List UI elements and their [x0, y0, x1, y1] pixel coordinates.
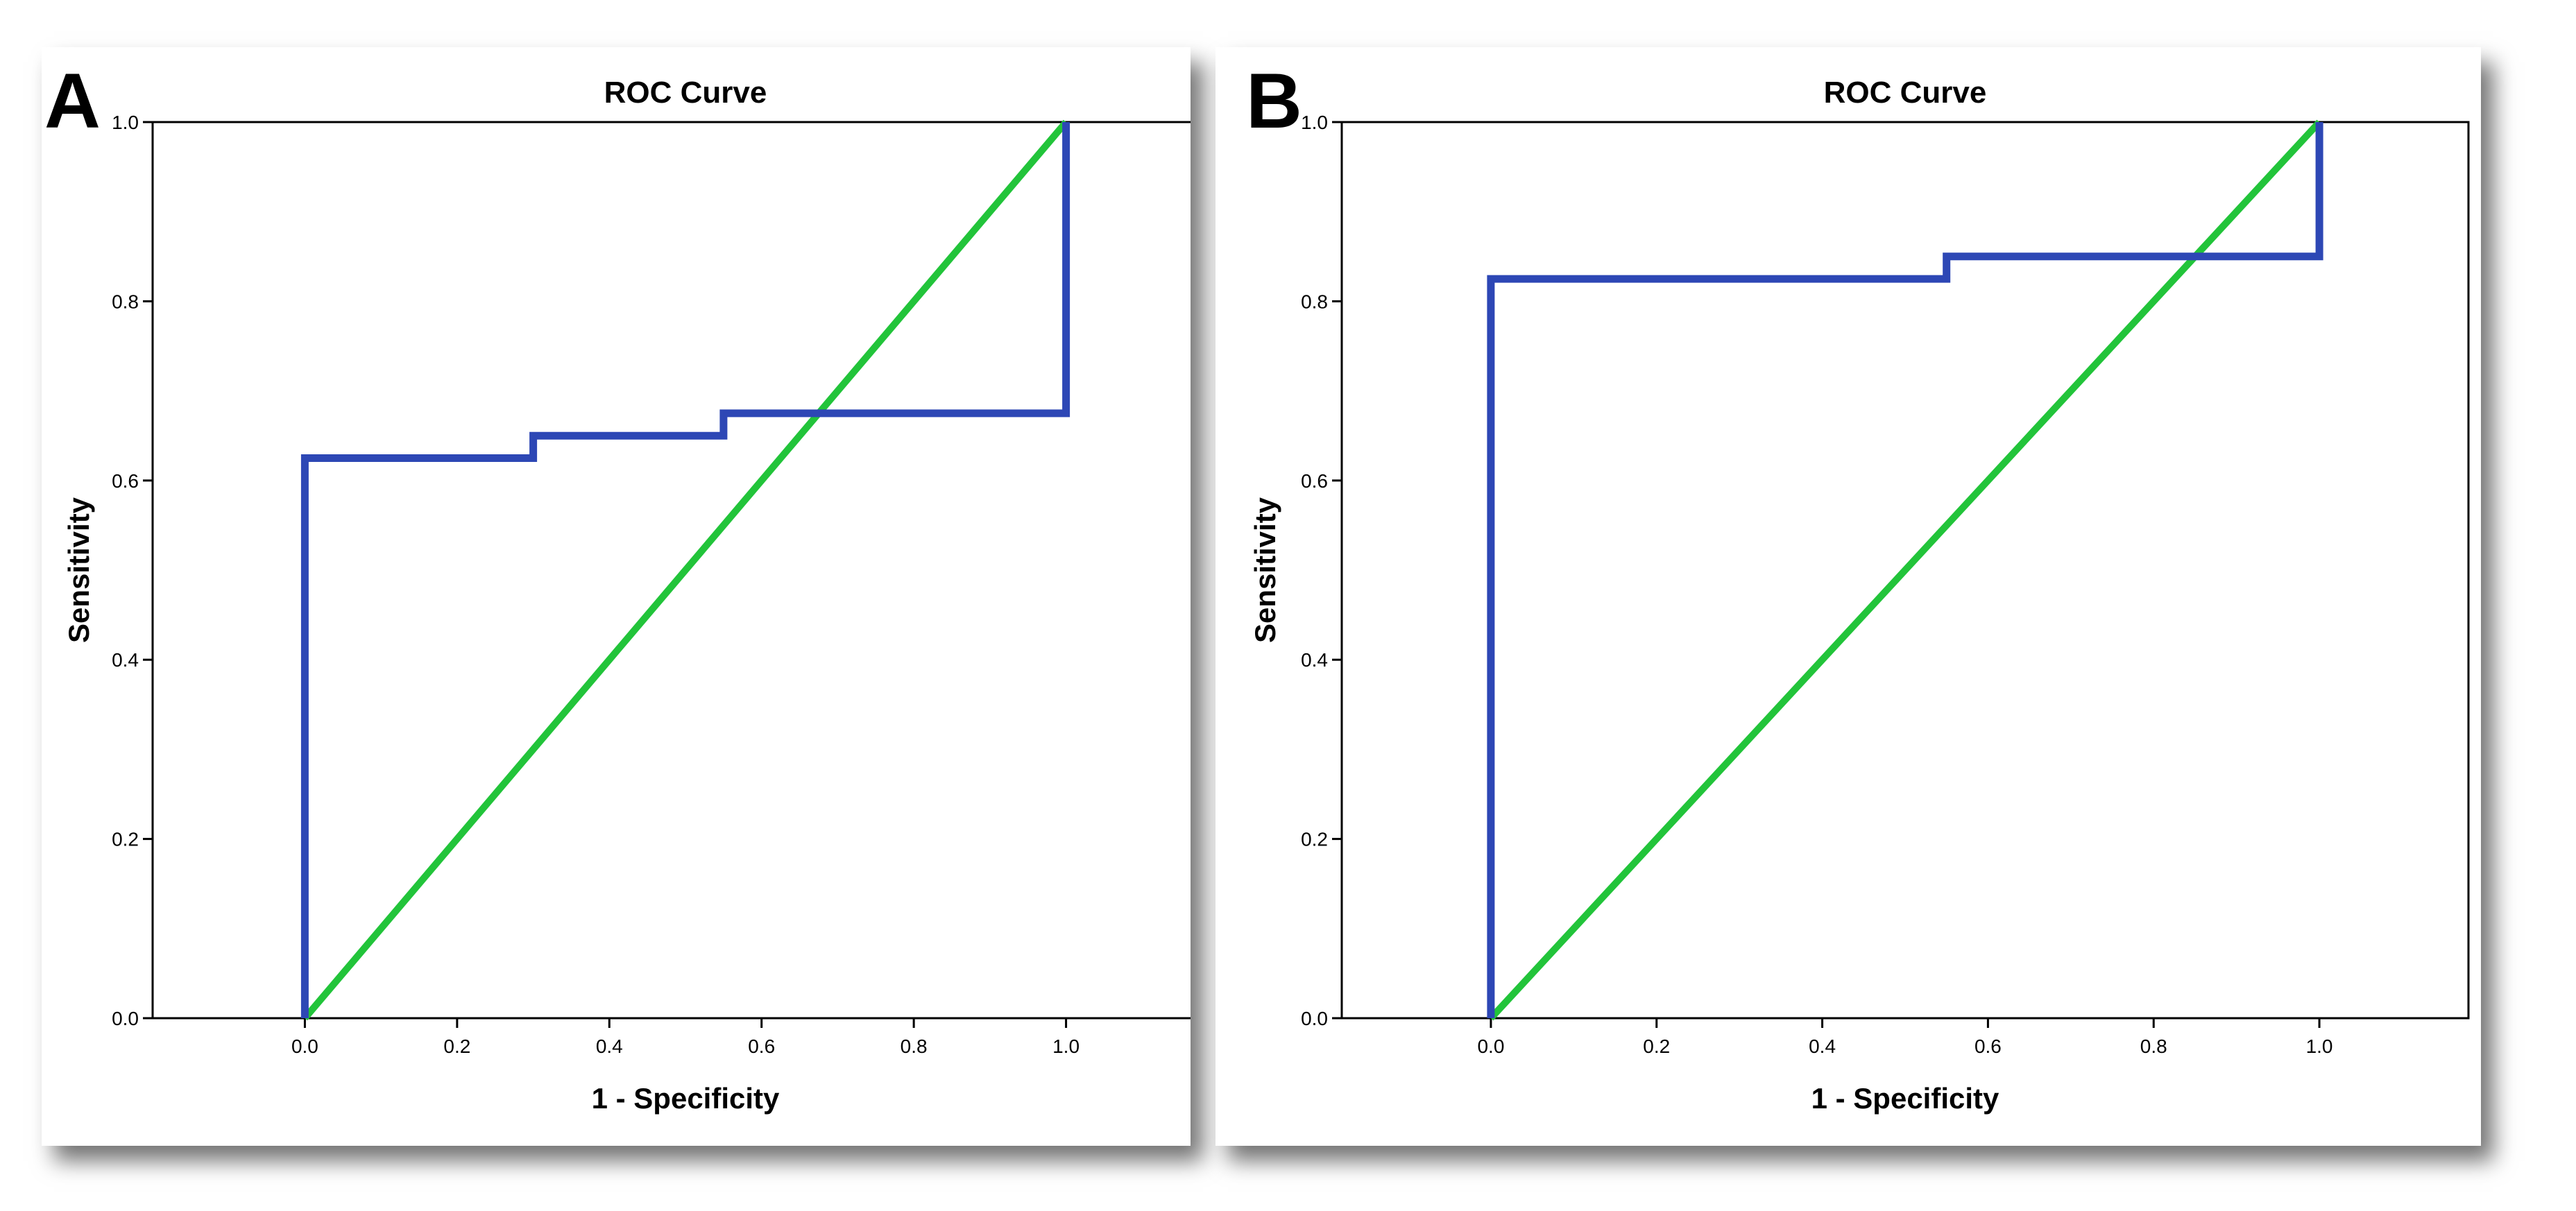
chart-title-b: ROC Curve	[1824, 76, 1987, 110]
x-axis-label-b: 1 - Specificity	[1811, 1082, 1999, 1115]
chart-panel-b: B ROC Curve 0.0 0.2 0.4 0.6 0.8 1.0 0.0 0.2 0.4 0.6…	[1216, 47, 2481, 1146]
y-tick-label-b-2: 0.4	[1301, 649, 1328, 671]
y-tick-label-a-3: 0.6	[112, 470, 139, 492]
x-tick-label-a-5: 1.0	[1052, 1036, 1080, 1057]
panel-letter-a: A	[44, 58, 101, 144]
reference-line-a	[302, 119, 1069, 1021]
x-tick-label-a-0: 0.0	[291, 1036, 318, 1057]
x-tick-label-a-4: 0.8	[901, 1036, 928, 1057]
x-tick-label-b-4: 0.8	[2140, 1036, 2167, 1057]
y-tick-label-b-3: 0.6	[1301, 470, 1328, 492]
y-tick-label-a-1: 0.2	[112, 829, 139, 850]
chart-panel-a: A ROC Curve 0.0 0.2 0.4 0.6 0.8 1.0 0.0 0.2 0.4 0.6…	[42, 47, 1191, 1146]
chart-title-a: ROC Curve	[604, 76, 767, 110]
chart-svg-b: B ROC Curve 0.0 0.2 0.4 0.6 0.8 1.0 0.0 0.2 0.4 0.6…	[1246, 58, 2470, 1115]
y-tick-label-b-1: 0.2	[1301, 829, 1328, 850]
y-tick-label-a-2: 0.4	[112, 649, 139, 671]
y-tick-label-b-0: 0.0	[1301, 1008, 1328, 1029]
x-tick-label-b-5: 1.0	[2306, 1036, 2333, 1057]
roc-curve-line-b	[1487, 122, 2323, 1018]
panel-letter-b: B	[1246, 58, 1302, 144]
y-tick-label-a-0: 0.0	[112, 1008, 139, 1029]
x-tick-label-b-0: 0.0	[1477, 1036, 1504, 1057]
plot-frame-b	[1340, 121, 2470, 1020]
x-tick-label-b-3: 0.6	[1974, 1036, 2002, 1057]
x-tick-label-a-3: 0.6	[748, 1036, 775, 1057]
y-tick-label-b-4: 0.8	[1301, 291, 1328, 312]
y-tick-label-a-5: 1.0	[112, 112, 139, 133]
y-axis-label-b: Sensitivity	[1249, 497, 1281, 643]
x-axis-label-a: 1 - Specificity	[592, 1082, 780, 1115]
chart-svg-a: A ROC Curve 0.0 0.2 0.4 0.6 0.8 1.0 0.0 0.2 0.4 0.6…	[44, 58, 1191, 1115]
y-tick-label-b-5: 1.0	[1301, 112, 1328, 133]
x-tick-label-b-2: 0.4	[1809, 1036, 1836, 1057]
x-tick-label-a-1: 0.2	[443, 1036, 470, 1057]
x-tick-label-b-1: 0.2	[1643, 1036, 1670, 1057]
roc-curve-line-a	[300, 122, 1071, 1018]
reference-line-b	[1488, 119, 2322, 1021]
x-tick-label-a-2: 0.4	[596, 1036, 623, 1057]
y-tick-label-a-4: 0.8	[112, 291, 139, 312]
plot-frame-a	[151, 121, 1191, 1020]
y-axis-label-a: Sensitivity	[62, 497, 95, 643]
